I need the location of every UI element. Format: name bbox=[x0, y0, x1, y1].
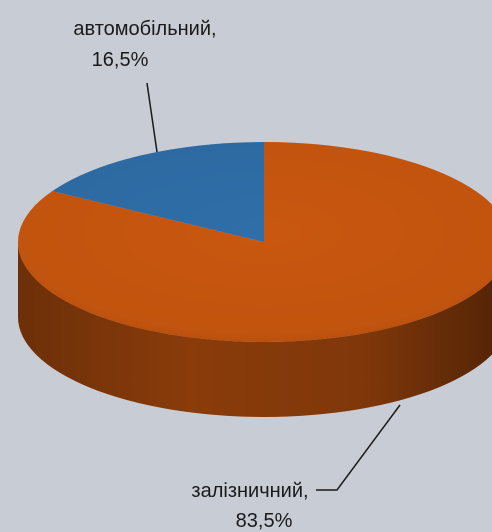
slice-value-rail: 83,5% bbox=[236, 510, 293, 532]
slice-label-rail: залізничний, bbox=[191, 480, 308, 502]
pie-side bbox=[18, 242, 492, 417]
pie-top-shade bbox=[18, 142, 492, 342]
pie-top bbox=[18, 142, 492, 342]
pie-side-shade-0 bbox=[18, 242, 492, 417]
slice-value-auto: 16,5% bbox=[92, 49, 149, 71]
leader-lines bbox=[146, 82, 401, 491]
leader-auto bbox=[146, 82, 158, 153]
slice-label-auto: автомобільний, bbox=[73, 18, 216, 40]
leader-rail bbox=[316, 404, 401, 491]
